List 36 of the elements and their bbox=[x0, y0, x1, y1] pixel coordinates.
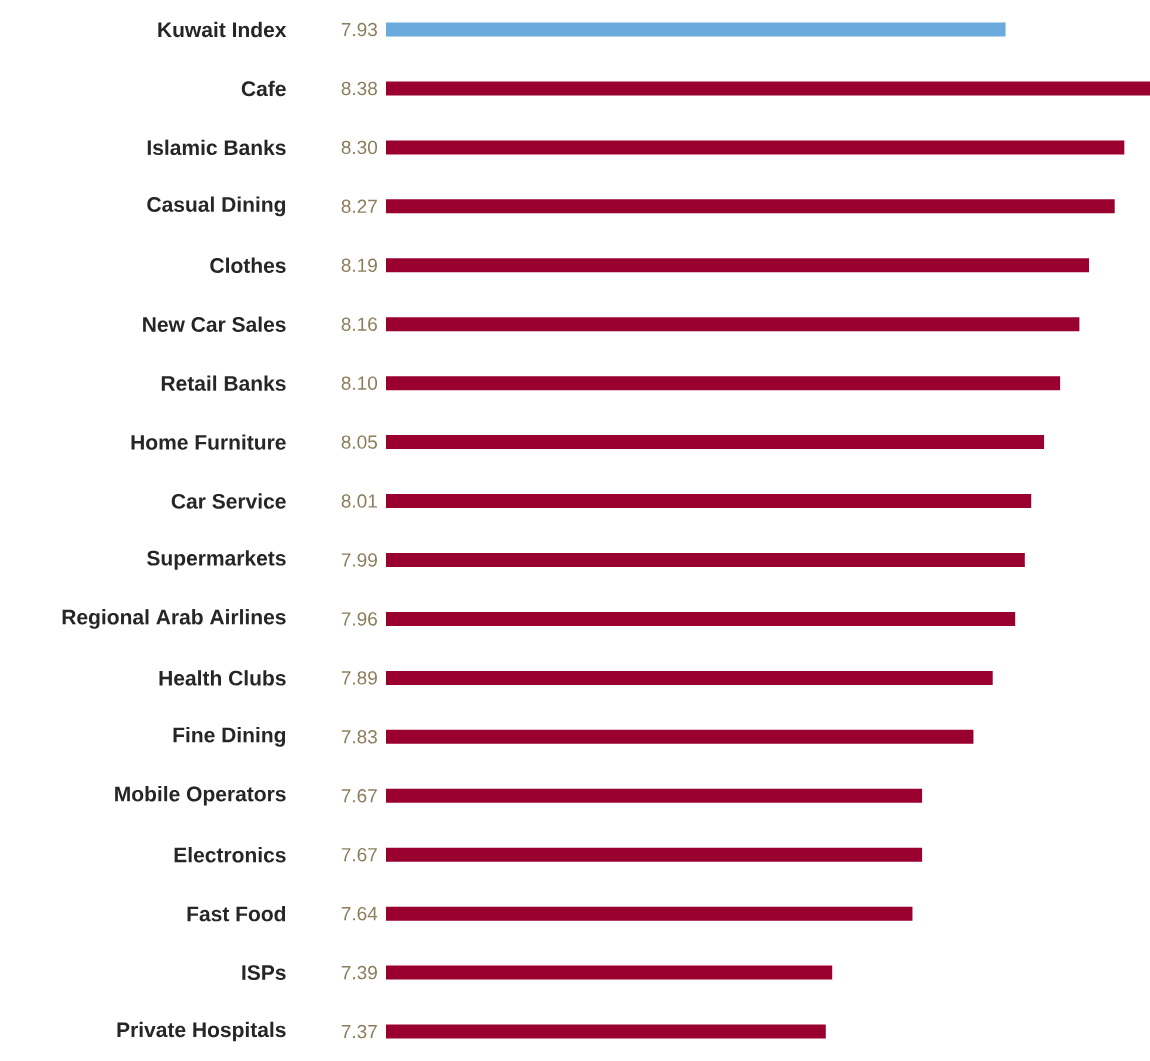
y-tick-label: Private Hospitals bbox=[117, 1021, 286, 1042]
y-tick-label: Clothes bbox=[210, 257, 286, 273]
data-label: 7.39 bbox=[341, 965, 377, 980]
y-tick-label: Supermarkets bbox=[147, 550, 286, 570]
data-label: 7.93 bbox=[341, 22, 377, 37]
y-tick-label: Kuwait Index bbox=[158, 21, 287, 38]
y-tick-label: Regional Arab Airlines bbox=[62, 609, 286, 629]
y-tick-label: Mobile Operators bbox=[115, 785, 286, 806]
data-label: 8.30 bbox=[341, 140, 378, 155]
data-label: 7.67 bbox=[341, 847, 377, 862]
y-tick-label: ISPs bbox=[242, 965, 286, 981]
data-label: 7.67 bbox=[341, 789, 377, 803]
data-label: 7.89 bbox=[341, 671, 377, 685]
data-label: 8.16 bbox=[341, 317, 377, 331]
y-tick-label: Fine Dining bbox=[173, 726, 286, 747]
data-label: 8.27 bbox=[341, 199, 377, 214]
data-label: 8.01 bbox=[341, 494, 377, 508]
data-label: 8.38 bbox=[341, 81, 377, 96]
y-tick-label: Retail Banks bbox=[161, 375, 286, 391]
y-tick-label: Cafe bbox=[241, 80, 286, 97]
y-tick-label: Casual Dining bbox=[147, 196, 286, 217]
data-label: 8.05 bbox=[341, 435, 377, 449]
y-tick-label: Car Service bbox=[171, 493, 286, 509]
data-label: 8.10 bbox=[341, 376, 378, 390]
y-tick-label: Islamic Banks bbox=[147, 139, 286, 156]
y-tick-label: Electronics bbox=[174, 847, 286, 863]
data-label: 7.64 bbox=[341, 906, 378, 921]
y-tick-label: Fast Food bbox=[187, 905, 286, 922]
data-label: 7.83 bbox=[341, 730, 377, 744]
data-label: 8.19 bbox=[341, 258, 377, 272]
data-label: 7.37 bbox=[341, 1024, 377, 1039]
y-tick-label: New Car Sales bbox=[143, 316, 286, 332]
y-tick-label: Home Furniture bbox=[131, 434, 286, 450]
data-label: 7.96 bbox=[341, 612, 377, 626]
data-label: 7.99 bbox=[341, 553, 377, 567]
y-tick-label: Health Clubs bbox=[159, 670, 286, 686]
